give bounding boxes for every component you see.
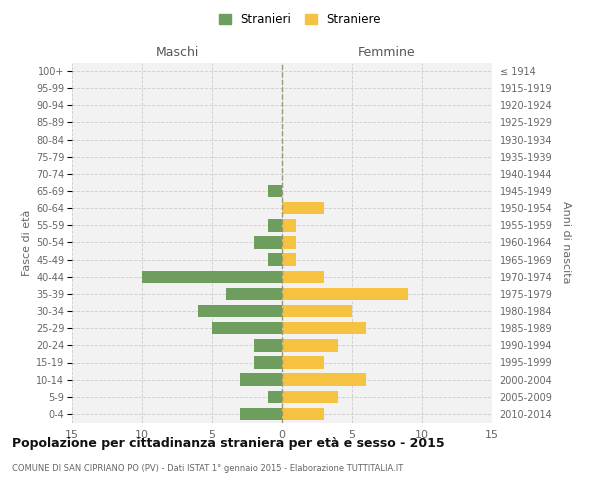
Legend: Stranieri, Straniere: Stranieri, Straniere [214, 8, 386, 31]
Bar [142, 270, 282, 283]
Text: COMUNE DI SAN CIPRIANO PO (PV) - Dati ISTAT 1° gennaio 2015 - Elaborazione TUTTI: COMUNE DI SAN CIPRIANO PO (PV) - Dati IS… [12, 464, 403, 473]
Bar [282, 322, 366, 334]
Bar [240, 408, 282, 420]
Bar [226, 288, 282, 300]
Bar [268, 219, 282, 232]
Bar [282, 288, 408, 300]
Bar [254, 236, 282, 248]
Bar [282, 270, 324, 283]
Bar [268, 185, 282, 197]
Y-axis label: Fasce di età: Fasce di età [22, 210, 32, 276]
Bar [212, 322, 282, 334]
Bar [268, 390, 282, 403]
Bar [282, 408, 324, 420]
Bar [282, 390, 338, 403]
Bar [240, 374, 282, 386]
Bar [282, 356, 324, 368]
Bar [254, 339, 282, 351]
Bar [198, 305, 282, 317]
Y-axis label: Anni di nascita: Anni di nascita [561, 201, 571, 284]
Bar [268, 254, 282, 266]
Bar [282, 254, 296, 266]
Bar [282, 339, 338, 351]
Bar [282, 305, 352, 317]
Bar [254, 356, 282, 368]
Bar [282, 202, 324, 214]
Bar [282, 236, 296, 248]
Text: Femmine: Femmine [358, 46, 416, 59]
Text: Maschi: Maschi [155, 46, 199, 59]
Bar [282, 374, 366, 386]
Text: Popolazione per cittadinanza straniera per età e sesso - 2015: Popolazione per cittadinanza straniera p… [12, 438, 445, 450]
Bar [282, 219, 296, 232]
